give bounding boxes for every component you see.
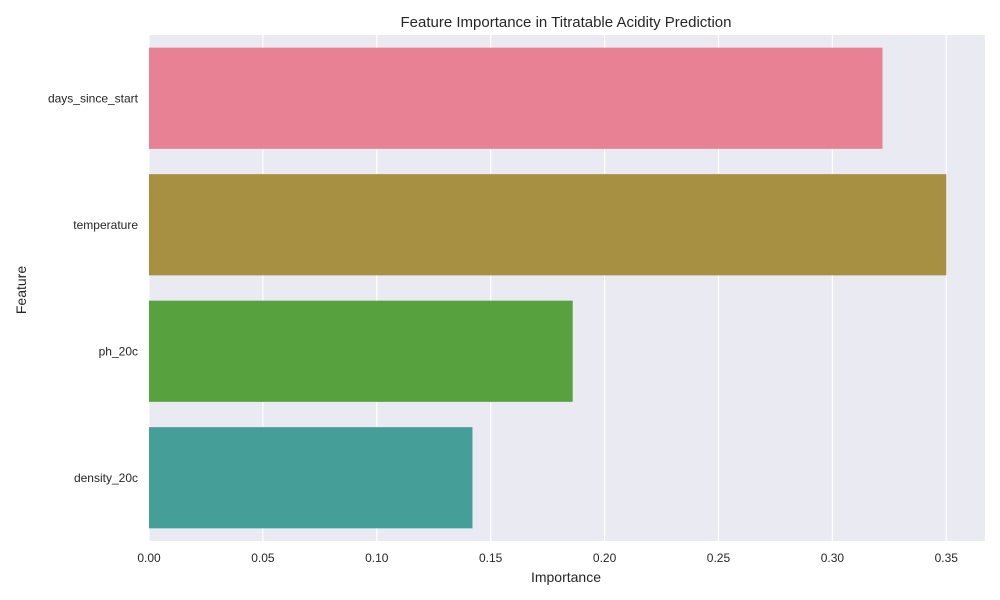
bars [149, 47, 947, 529]
x-tick-label: 0.30 [821, 551, 845, 565]
y-tick-labels: days_since_start temperature ph_20cdensity… [48, 91, 139, 485]
y-tick-label: density_20c [74, 471, 138, 485]
y-tick-label: days_since_start [48, 91, 139, 105]
x-tick-label: 0.00 [137, 551, 161, 565]
bar-days_since_start [149, 47, 883, 149]
x-axis-label: Importance [531, 569, 601, 585]
x-tick-label: 0.20 [593, 551, 617, 565]
x-tick-labels: 0.00 0.05 0.10 0.15 0.20 0.25 0.30 0.35 [137, 551, 958, 565]
y-axis-label: Feature [13, 266, 29, 314]
x-tick-label: 0.05 [251, 551, 275, 565]
x-tick-label: 0.35 [935, 551, 959, 565]
y-tick-label: temperature [73, 218, 138, 232]
bar-temperature [149, 174, 947, 276]
bar-density_20c [149, 427, 473, 529]
bar-ph_20c [149, 300, 573, 402]
y-tick-label: ph_20c [99, 344, 138, 358]
chart-title: Feature Importance in Titratable Acidity… [401, 14, 732, 31]
x-tick-label: 0.25 [707, 551, 731, 565]
x-tick-label: 0.15 [479, 551, 503, 565]
x-tick-label: 0.10 [365, 551, 389, 565]
